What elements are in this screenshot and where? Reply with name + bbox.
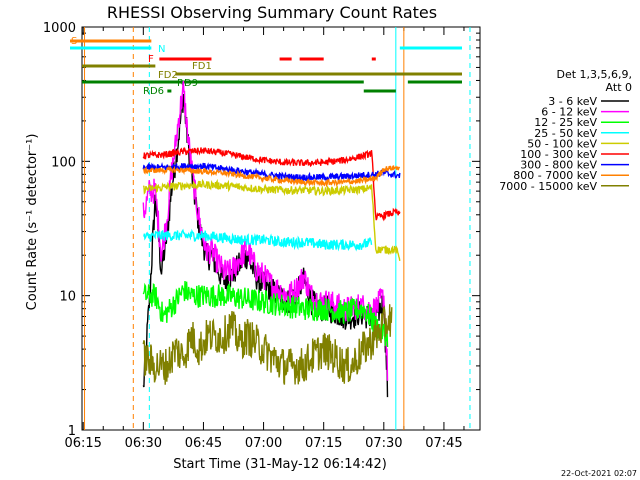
series-line-5 (142, 178, 401, 262)
series-line-9 (142, 304, 393, 385)
plot-area: 1 10 100 1000 06:15 06:30 06:45 07:00 07:15 07:30… (43, 21, 481, 451)
y-tick-label: 1 (68, 424, 76, 439)
x-tick-label: 07:15 (305, 436, 342, 451)
legend-entry-label: 300 - 800 keV (520, 159, 597, 172)
series-line-4 (142, 228, 373, 252)
x-tick-label: 06:45 (185, 436, 222, 451)
y-tick-label: 10 (59, 290, 76, 305)
legend-entry-label: 100 - 300 keV (520, 148, 597, 161)
plot-frame (81, 26, 481, 431)
legend-header-line-1: Det 1,3,5,6,9, (556, 68, 632, 81)
y-axis-label: Count Rate (s⁻¹ detector⁻¹) (25, 134, 40, 311)
x-tick-label: 06:15 (64, 436, 101, 451)
legend-entry-label: 25 - 50 keV (534, 127, 597, 140)
series-line-8 (142, 164, 401, 188)
legend-entry-label: 3 - 6 keV (548, 95, 597, 108)
state-bar-label-s: S (71, 36, 77, 47)
chart-title: RHESSI Observing Summary Count Rates (107, 3, 437, 22)
y-tick-label: 100 (51, 155, 76, 170)
series-line-7 (142, 162, 401, 183)
state-bar-label-fd2: FD2 (158, 70, 178, 81)
legend-entry-label: 6 - 12 keV (541, 106, 597, 119)
x-tick-label: 07:30 (365, 436, 402, 451)
state-bar-label-fd1: FD1 (192, 61, 212, 72)
state-bar-label-rd9: RD9 (177, 78, 198, 89)
series-line-3 (142, 280, 389, 348)
series-line-6 (142, 146, 401, 222)
x-tick-label: 06:30 (125, 436, 162, 451)
legend-entry-label: 12 - 25 keV (534, 116, 597, 129)
state-bar-label-n: N (158, 44, 165, 55)
y-tick-label: 1000 (43, 21, 76, 36)
state-bar-label-f: F (148, 54, 154, 65)
x-tick-label: 07:00 (245, 436, 282, 451)
legend-entry-label: 50 - 100 keV (527, 137, 597, 150)
legend-header-line-2: Att 0 (606, 81, 632, 94)
timestamp: 22-Oct-2021 02:07 (561, 469, 637, 478)
state-bar-label-rd6: RD6 (143, 86, 164, 97)
legend-entry-label: 7000 - 15000 keV (499, 180, 597, 193)
x-tick-label: 07:45 (425, 436, 462, 451)
x-axis-label: Start Time (31-May-12 06:14:42) (173, 457, 387, 472)
legend-entry-label: 800 - 7000 keV (513, 169, 597, 182)
